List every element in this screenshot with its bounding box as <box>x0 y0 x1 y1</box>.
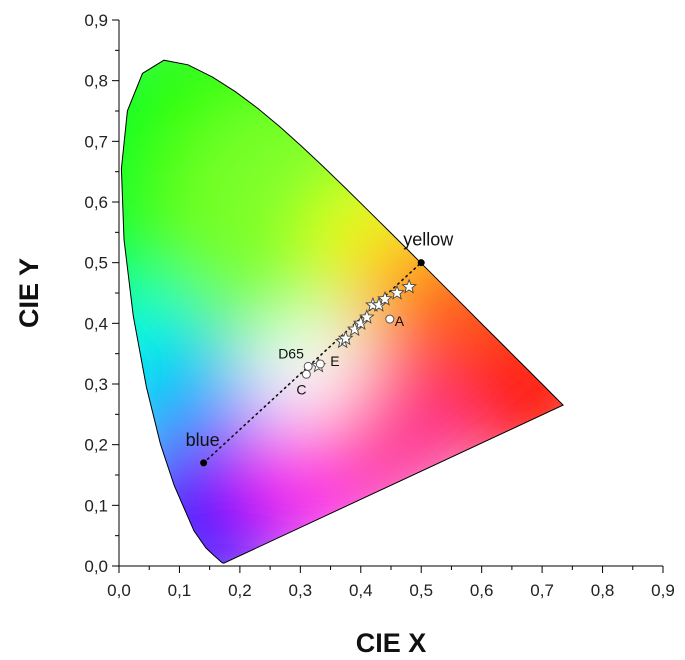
reference-point-a <box>385 314 395 324</box>
star-point <box>337 330 354 346</box>
blue-yellow-line <box>202 261 423 464</box>
y-tick-label: 0,8 <box>84 72 108 91</box>
x-tick-label: 0,1 <box>168 581 192 600</box>
reference-label-e: E <box>330 353 339 369</box>
x-tick-label: 0,6 <box>470 581 494 600</box>
y-tick-label: 0,2 <box>84 436 108 455</box>
y-tick-label: 0,5 <box>84 254 108 273</box>
y-tick-label: 0,1 <box>84 496 108 515</box>
spectral-locus-outline <box>120 59 564 564</box>
y-tick-label: 0,0 <box>84 557 108 576</box>
star-point <box>389 284 405 300</box>
star-point <box>377 290 393 306</box>
x-tick-label: 0,4 <box>349 581 373 600</box>
plot-axes: 0,0 0,0 0,1 0,1 0,2 0,2 0,3 0,3 0,4 0,4 0,5 0,5 0,6 0… <box>84 11 674 600</box>
star-point <box>359 309 375 324</box>
x-tick-label: 0,3 <box>289 581 313 600</box>
y-axis-title: CIE Y <box>14 258 44 328</box>
reference-point-d65 <box>303 361 313 371</box>
x-tick-label: 0,7 <box>530 581 554 600</box>
x-tick-label: 0,5 <box>409 581 433 600</box>
x-tick-label: 0,2 <box>228 581 252 600</box>
reference-point-e <box>315 359 325 369</box>
reference-point-c <box>301 369 311 379</box>
y-tick-label: 0,7 <box>84 132 108 151</box>
y-tick-label: 0,6 <box>84 193 108 212</box>
endpoint-blue <box>200 459 208 467</box>
x-tick-label: 0,8 <box>591 581 615 600</box>
x-tick-label: 0,9 <box>651 581 675 600</box>
endpoint-label-yellow: yellow <box>403 230 454 250</box>
x-axis-title: CIE X <box>356 628 427 658</box>
y-tick-label: 0,9 <box>84 11 108 30</box>
endpoint-label-blue: blue <box>186 430 220 450</box>
endpoint-yellow <box>417 259 425 267</box>
y-tick-label: 0,3 <box>84 375 108 394</box>
x-tick-label: 0,0 <box>107 581 131 600</box>
y-tick-label: 0,4 <box>84 314 108 333</box>
star-point <box>401 278 417 294</box>
reference-label-a: A <box>395 313 405 329</box>
reference-label-d65: D65 <box>278 345 304 361</box>
reference-label-c: C <box>296 381 306 397</box>
